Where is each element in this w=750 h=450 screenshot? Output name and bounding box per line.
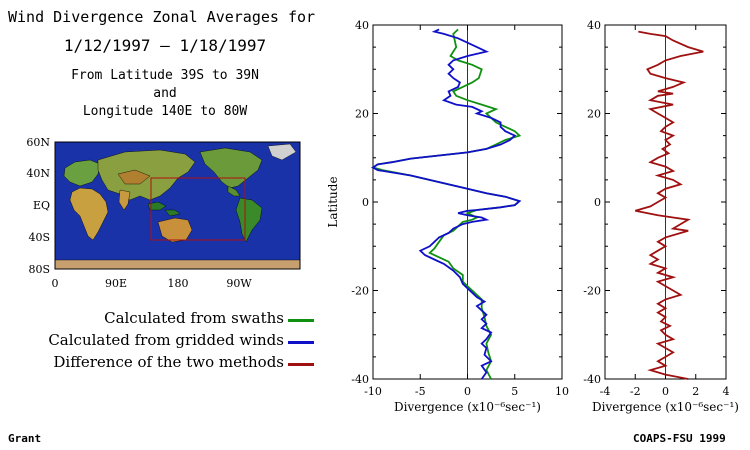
map-land — [54, 143, 301, 270]
y-tick-label: -40 — [583, 373, 601, 386]
y-tick-label: 20 — [355, 108, 369, 121]
legend-label: Difference of the two methods — [53, 353, 284, 371]
map-frame — [54, 141, 301, 270]
x-tick-label: -10 — [364, 385, 382, 398]
y-tick-label: 40 — [587, 19, 601, 32]
legend-swatch — [288, 363, 314, 366]
chart-panel-1: -10 -5 0 5 10 -40 -20 0 20 40 Divergence (x10⁻⁶sec… — [326, 19, 569, 414]
footer-credit: COAPS-FSU 1999 — [633, 432, 726, 445]
region-line-1: From Latitude 39S to 39N — [71, 68, 259, 83]
y-tick-label: -20 — [583, 285, 601, 298]
legend-item: Calculated from swaths — [0, 309, 318, 329]
x-axis-label: Divergence (x10⁻⁶sec⁻¹) — [592, 400, 739, 414]
legend-item: Difference of the two methods — [0, 353, 318, 373]
x-tick-label: 10 — [555, 385, 569, 398]
legend-label: Calculated from swaths — [104, 309, 284, 327]
y-tick-label: 0 — [362, 196, 369, 209]
map-region-box — [150, 177, 246, 241]
legend-item: Calculated from gridded winds — [0, 331, 318, 351]
footer-author: Grant — [8, 432, 42, 445]
map-lon-label: 90E — [105, 277, 127, 290]
chart-title: Wind Divergence Zonal Averages for — [8, 8, 316, 26]
map-lat-label: 60N — [26, 136, 50, 149]
y-tick-label: 0 — [594, 196, 601, 209]
x-axis-label: Divergence (x10⁻⁶sec⁻¹) — [394, 400, 541, 414]
map-lat-label: 40S — [28, 231, 50, 244]
series-line-2 — [371, 28, 522, 380]
x-tick-label: 0 — [662, 385, 669, 398]
x-tick-label: 4 — [723, 385, 730, 398]
map-lat-label: EQ — [33, 199, 50, 212]
region-line-3: Longitude 140E to 80W — [82, 104, 248, 119]
x-tick-label: -4 — [600, 385, 611, 398]
y-tick-label: -20 — [351, 285, 369, 298]
legend-swatch — [288, 341, 314, 344]
map-lon-label: 90W — [226, 277, 252, 290]
x-tick-label: 0 — [464, 385, 471, 398]
map-lon-label: 180 — [168, 277, 189, 290]
y-tick-label: 20 — [587, 108, 601, 121]
y-tick-label: -40 — [351, 373, 369, 386]
legend-label: Calculated from gridded winds — [48, 331, 284, 349]
y-tick-label: 40 — [355, 19, 369, 32]
legend-swatch — [288, 319, 314, 322]
y-axis-label: Latitude — [326, 176, 340, 227]
series-line-1 — [370, 28, 522, 380]
x-tick-label: 5 — [511, 385, 518, 398]
legend: Calculated from swaths Calculated from gr… — [0, 309, 318, 379]
x-tick-label: -2 — [630, 385, 641, 398]
map-lat-label: 80S — [28, 263, 50, 276]
x-tick-label: 2 — [692, 385, 699, 398]
map-lat-label: 40N — [26, 167, 50, 180]
map-lon-label: 0 — [52, 277, 59, 290]
series-line-1 — [635, 30, 704, 380]
date-range: 1/12/1997 – 1/18/1997 — [63, 36, 267, 55]
region-line-2: and — [153, 86, 177, 101]
x-tick-label: -5 — [415, 385, 426, 398]
